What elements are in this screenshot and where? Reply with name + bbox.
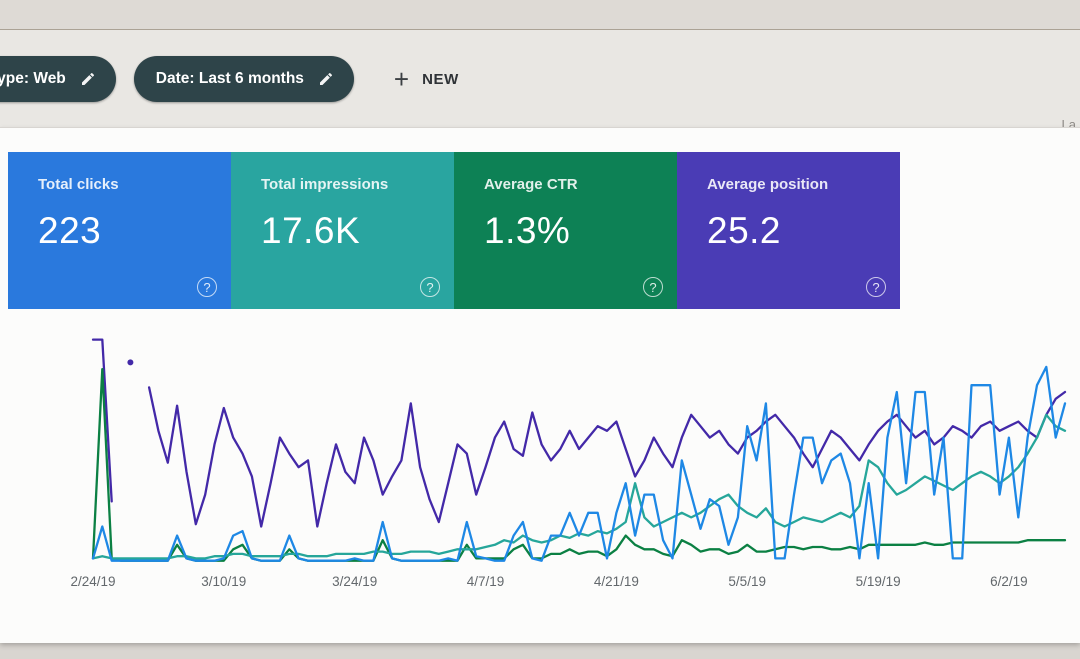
metric-card-total-clicks[interactable]: Total clicks 223 ? xyxy=(8,152,231,309)
x-axis-label: 5/19/19 xyxy=(856,574,901,589)
x-axis-label: 4/7/19 xyxy=(467,574,505,589)
metric-label: Total clicks xyxy=(38,176,119,193)
metric-label: Average CTR xyxy=(484,176,578,193)
metric-value: 17.6K xyxy=(261,210,361,251)
performance-report-panel: Total clicks 223 ? Total impressions 17.… xyxy=(0,128,1080,643)
screen-top-strip xyxy=(0,0,1080,30)
filter-toolbar: type: Web Date: Last 6 months + NEW La xyxy=(0,30,1080,132)
chart-line-average-position xyxy=(147,386,1067,528)
x-axis-label: 4/21/19 xyxy=(594,574,639,589)
x-axis-label: 3/24/19 xyxy=(332,574,377,589)
performance-chart[interactable]: 2/24/19 3/10/19 3/24/19 4/7/19 4/21/19 5/5/19… xyxy=(0,327,1080,592)
filter-chip-label: Date: Last 6 months xyxy=(155,70,304,87)
metric-value: 25.2 xyxy=(707,210,782,251)
metric-cards-row: Total clicks 223 ? Total impressions 17.… xyxy=(0,128,1080,309)
metric-card-total-impressions[interactable]: Total impressions 17.6K ? xyxy=(231,152,454,309)
new-filter-button[interactable]: + NEW xyxy=(384,60,469,98)
pencil-icon[interactable] xyxy=(318,71,334,87)
filter-chip-label: type: Web xyxy=(0,70,66,87)
filter-chip-search-type[interactable]: type: Web xyxy=(0,56,116,102)
x-axis-label: 6/2/19 xyxy=(990,574,1028,589)
plus-icon: + xyxy=(393,64,410,94)
pencil-icon[interactable] xyxy=(80,71,96,87)
x-axis-label: 3/10/19 xyxy=(201,574,246,589)
chart-line-average-position xyxy=(91,338,113,503)
new-filter-label: NEW xyxy=(422,70,459,88)
question-circle-icon[interactable]: ? xyxy=(866,277,886,297)
chart-area: 2/24/19 3/10/19 3/24/19 4/7/19 4/21/19 5/5/19… xyxy=(0,327,1080,597)
chart-line-total-impressions xyxy=(91,413,1067,560)
metric-value: 1.3% xyxy=(484,210,571,251)
metric-card-average-position[interactable]: Average position 25.2 ? xyxy=(677,152,900,309)
metric-value: 223 xyxy=(38,210,102,251)
question-circle-icon[interactable]: ? xyxy=(420,277,440,297)
chart-point-average-position xyxy=(127,359,134,366)
metric-label: Total impressions xyxy=(261,176,389,193)
metric-label: Average position xyxy=(707,176,829,193)
filter-chip-date-range[interactable]: Date: Last 6 months xyxy=(133,56,354,102)
x-axis-label: 5/5/19 xyxy=(728,574,766,589)
question-circle-icon[interactable]: ? xyxy=(197,277,217,297)
x-axis-label: 2/24/19 xyxy=(70,574,115,589)
metric-card-average-ctr[interactable]: Average CTR 1.3% ? xyxy=(454,152,677,309)
question-circle-icon[interactable]: ? xyxy=(643,277,663,297)
chart-line-total-clicks xyxy=(91,365,1067,562)
